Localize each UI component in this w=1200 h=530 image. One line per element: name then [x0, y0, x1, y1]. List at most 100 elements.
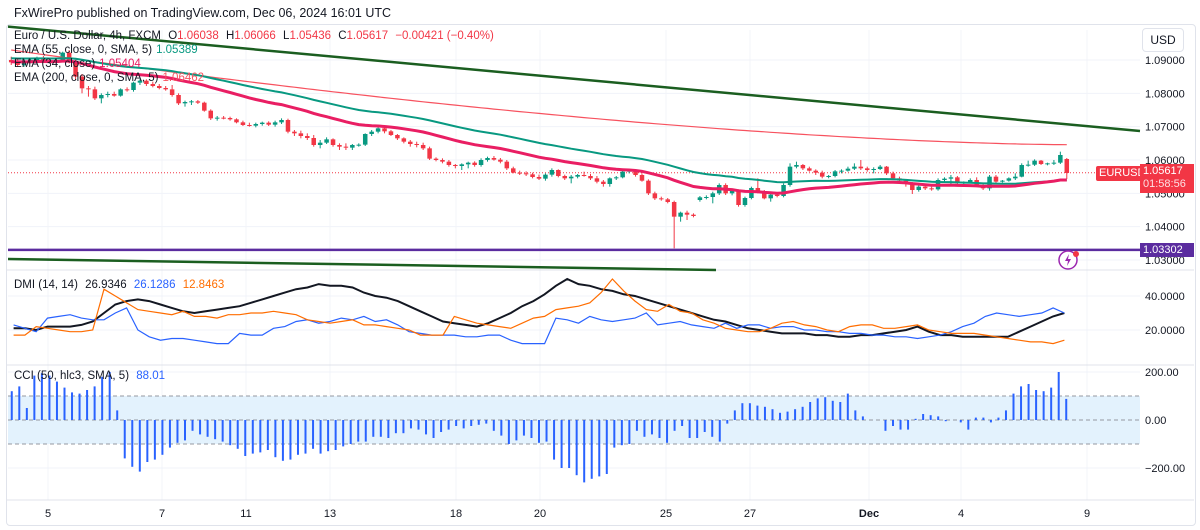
- ema200-value: 1.06462: [162, 72, 205, 84]
- candle-down: [247, 125, 252, 126]
- candle-down: [929, 188, 934, 190]
- dmi-tick-label: 40.0000: [1145, 291, 1185, 303]
- candle-down: [581, 175, 587, 176]
- candle-up: [1019, 165, 1024, 177]
- candle-down: [736, 190, 741, 205]
- candle-up: [485, 158, 490, 160]
- price-tick-label: 1.09000: [1145, 55, 1185, 67]
- ema200-legend[interactable]: EMA (200, close, 0, SMA, 5) 1.06462: [14, 72, 208, 84]
- ema200-label: EMA (200, close, 0, SMA, 5): [14, 72, 159, 84]
- candle-up: [182, 102, 188, 104]
- candle-up: [1006, 178, 1012, 181]
- candle-up: [279, 120, 284, 123]
- ema34-legend[interactable]: EMA (34, close) 1.05404: [14, 58, 145, 70]
- dmi-legend[interactable]: DMI (14, 14) 26.9346 26.1286 12.8463: [14, 279, 228, 291]
- candle-down: [433, 158, 439, 160]
- candle-up: [871, 169, 876, 170]
- lightning-icon[interactable]: [1057, 248, 1081, 272]
- cci-value: 88.01: [136, 370, 166, 382]
- candle-down: [922, 186, 928, 189]
- time-tick-label: 11: [240, 508, 251, 520]
- price-tick-label: 1.03000: [1145, 255, 1185, 267]
- candle-up: [845, 168, 851, 171]
- candle-down: [111, 94, 117, 96]
- cci-tick-label: −200.00: [1145, 463, 1185, 475]
- cci-legend[interactable]: CCI (50, hlc3, SMA, 5) 88.01: [14, 370, 169, 382]
- candle-up: [1013, 176, 1018, 179]
- candle-up: [350, 145, 355, 148]
- candle-up: [478, 160, 484, 165]
- candle-down: [652, 193, 658, 199]
- candle-down: [150, 84, 156, 86]
- candle-down: [858, 166, 864, 169]
- candle-down: [298, 133, 304, 136]
- dmi-tick-label: 20.0000: [1145, 325, 1185, 337]
- ohlc-close: C1.05617: [338, 30, 389, 42]
- candle-down: [530, 174, 535, 177]
- ema55-legend[interactable]: EMA (55, close, 0, SMA, 5) 1.05389: [14, 44, 202, 56]
- candle-down: [562, 176, 567, 179]
- time-tick-label: 5: [45, 508, 51, 520]
- candle-down: [511, 168, 516, 173]
- candle-up: [613, 177, 619, 179]
- cci-pane: [8, 372, 1140, 483]
- candle-down: [202, 102, 207, 111]
- candle-down: [890, 173, 896, 179]
- dmi-plus-value: 26.1286: [133, 279, 176, 291]
- candle-down: [401, 138, 407, 142]
- candle-down: [536, 177, 542, 179]
- ohlc-change: −0.00421 (−0.40%): [395, 30, 494, 42]
- upper-trendline: [7, 25, 1141, 133]
- candle-up: [137, 80, 143, 83]
- candle-up: [839, 170, 844, 172]
- candle-up: [549, 170, 555, 175]
- ema55-label: EMA (55, close, 0, SMA, 5): [14, 44, 153, 56]
- candle-down: [169, 89, 175, 95]
- candle-down: [498, 159, 503, 162]
- candle-down: [427, 148, 432, 159]
- candle-down: [601, 181, 606, 184]
- candle-up: [131, 82, 136, 90]
- candle-up: [259, 122, 265, 124]
- candle-down: [234, 119, 239, 123]
- candle-down: [755, 188, 761, 192]
- candle-up: [967, 180, 973, 183]
- time-tick-label: 7: [159, 508, 165, 520]
- candle-down: [517, 172, 522, 174]
- candle-up: [465, 162, 471, 165]
- candle-down: [124, 89, 130, 91]
- candle-down: [633, 170, 638, 175]
- candle-down: [343, 146, 349, 148]
- candle-down: [292, 131, 297, 134]
- candle-up: [787, 166, 793, 185]
- candle-up: [781, 185, 786, 196]
- candle-down: [337, 145, 342, 147]
- ema34-line: [11, 59, 1067, 195]
- candle-down: [671, 202, 677, 217]
- currency-button[interactable]: USD: [1142, 28, 1184, 52]
- chart-frame: [6, 24, 1196, 526]
- candle-up: [704, 197, 709, 198]
- candle-down: [1064, 159, 1070, 173]
- candle-down: [285, 120, 291, 132]
- candle-up: [710, 193, 716, 197]
- ohlc-low: L1.05436: [283, 30, 332, 42]
- candle-down: [594, 178, 600, 182]
- candle-down: [993, 176, 999, 182]
- candle-up: [948, 177, 954, 179]
- candle-down: [15, 62, 20, 65]
- candle-up: [1025, 164, 1031, 166]
- price-overlays: [7, 25, 1141, 272]
- time-tick-label: 18: [450, 508, 462, 520]
- candle-down: [240, 122, 246, 125]
- candle-down: [86, 88, 91, 90]
- candle-down: [305, 136, 310, 138]
- candle-down: [774, 194, 780, 196]
- candle-down: [865, 168, 870, 170]
- candle-down: [491, 158, 497, 160]
- candle-up: [369, 131, 374, 134]
- candle-down: [588, 176, 593, 179]
- bar-countdown: 01:58:56: [1143, 178, 1186, 190]
- support-price-tag: 1.03302: [1140, 243, 1194, 257]
